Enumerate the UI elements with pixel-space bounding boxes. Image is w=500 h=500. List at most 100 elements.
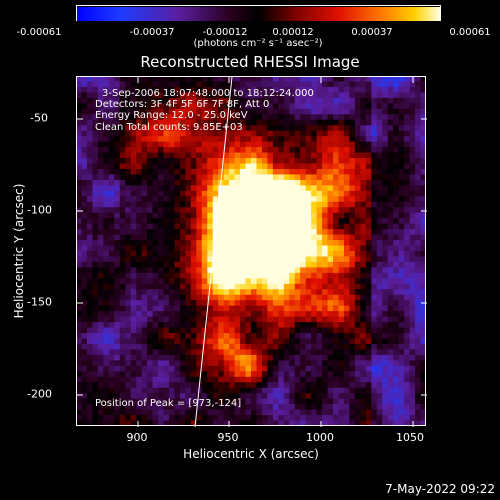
heatmap-cell (163, 201, 170, 208)
heatmap-cell (103, 398, 110, 405)
heatmap-cell (311, 76, 318, 83)
heatmap-cell (387, 300, 394, 307)
heatmap-cell (343, 108, 351, 115)
heatmap-cell (311, 207, 318, 214)
heatmap-cell (404, 196, 411, 203)
heatmap-cell (163, 218, 170, 225)
heatmap-cell (371, 300, 378, 307)
heatmap-cell (365, 283, 372, 290)
heatmap-cell (179, 174, 186, 181)
heatmap-cell (147, 251, 154, 258)
heatmap-cell (218, 141, 225, 148)
heatmap-cell (229, 212, 236, 219)
heatmap-cell (234, 261, 241, 269)
heatmap-cell (92, 420, 99, 426)
heatmap-cell (201, 158, 208, 165)
heatmap-cell (86, 212, 94, 219)
heatmap-cell (185, 272, 192, 279)
heatmap-cell (327, 338, 334, 345)
heatmap-cell (81, 272, 88, 279)
heatmap-cell (114, 240, 121, 247)
heatmap-cell (136, 278, 143, 285)
heatmap-cell (398, 272, 405, 279)
heatmap-cell (212, 349, 219, 356)
heatmap-cell (125, 305, 132, 312)
heatmap-cell (289, 196, 296, 203)
heatmap-cell (212, 382, 219, 389)
heatmap-cell (245, 267, 252, 274)
heatmap-cell (393, 179, 400, 186)
heatmap-cell (152, 382, 159, 389)
heatmap-cell (92, 212, 99, 219)
heatmap-cell (376, 212, 383, 219)
heatmap-cell (108, 398, 115, 405)
heatmap-cell (267, 382, 274, 389)
heatmap-cell (158, 376, 165, 383)
heatmap-cell (272, 327, 279, 334)
heatmap-cell (365, 245, 372, 252)
heatmap-cell (305, 240, 312, 247)
heatmap-cell (393, 305, 400, 312)
heatmap-cell (338, 81, 345, 88)
heatmap-cell (376, 86, 383, 94)
heatmap-cell (81, 316, 88, 323)
heatmap-cell (300, 300, 307, 307)
heatmap-cell (365, 349, 372, 356)
heatmap-cell (338, 267, 345, 274)
heatmap-cell (108, 409, 115, 416)
heatmap-cell (163, 86, 170, 94)
heatmap-cell (289, 141, 296, 148)
heatmap-cell (365, 97, 372, 104)
heatmap-cell (360, 404, 367, 411)
heatmap-cell (141, 409, 148, 416)
heatmap-cell (360, 420, 367, 426)
heatmap-cell (300, 119, 307, 126)
heatmap-cell (196, 245, 203, 252)
heatmap-cell (360, 349, 367, 356)
heatmap-cell (272, 387, 279, 394)
heatmap-cell (229, 223, 236, 230)
heatmap-cell (251, 398, 258, 405)
heatmap-cell (103, 305, 110, 312)
heatmap-cell (371, 152, 378, 159)
heatmap-cell (234, 376, 241, 383)
heatmap-cell (168, 103, 176, 110)
heatmap-cell (289, 376, 296, 383)
heatmap-cell (119, 147, 126, 154)
heatmap-cell (289, 398, 296, 405)
heatmap-cell (234, 316, 241, 323)
heatmap-cell (305, 360, 312, 367)
heatmap-cell (343, 360, 351, 367)
heatmap-cell (283, 251, 290, 258)
heatmap-cell (404, 76, 411, 83)
heatmap-cell (223, 229, 230, 236)
heatmap-cell (103, 382, 110, 389)
heatmap-cell (283, 158, 290, 165)
heatmap-cell (103, 218, 110, 225)
heatmap-cell (147, 196, 154, 203)
heatmap-cell (218, 278, 225, 285)
heatmap-cell (311, 382, 318, 389)
heatmap-cell (404, 223, 411, 230)
heatmap-cell (387, 97, 394, 104)
heatmap-cell (261, 343, 269, 351)
heatmap-cell (371, 190, 378, 197)
heatmap-cell (404, 103, 411, 110)
heatmap-cell (147, 343, 154, 351)
heatmap-cell (108, 234, 115, 241)
heatmap-cell (97, 387, 104, 394)
heatmap-cell (218, 272, 225, 279)
heatmap-cell (283, 398, 290, 405)
heatmap-cell (294, 86, 301, 94)
heatmap-cell (387, 415, 394, 422)
heatmap-cell (305, 365, 312, 372)
heatmap-cell (168, 119, 176, 126)
heatmap-cell (371, 393, 378, 400)
heatmap-cell (212, 76, 219, 83)
heatmap-cell (147, 365, 154, 372)
heatmap-cell (163, 387, 170, 394)
heatmap-cell (398, 196, 405, 203)
heatmap-cell (294, 119, 301, 126)
heatmap-cell (305, 393, 312, 400)
heatmap-cell (81, 136, 88, 143)
